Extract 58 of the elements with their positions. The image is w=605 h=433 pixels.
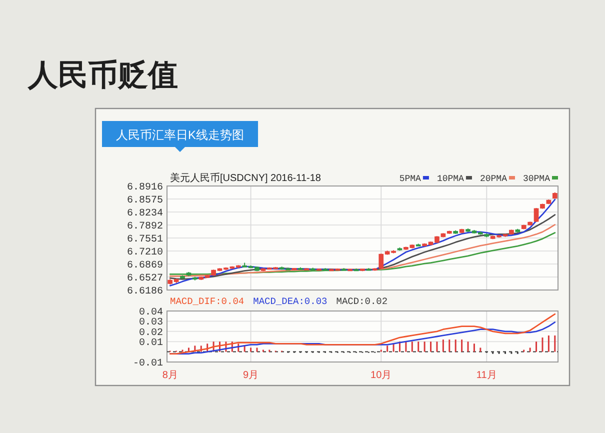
candlestick [360,268,365,272]
candlestick [316,268,322,272]
legend-label: 30PMA [522,174,551,184]
y-tick-label: 6.6527 [126,274,163,285]
y-tick-label: 0.03 [138,318,163,329]
y-tick-label: 0.01 [138,338,163,350]
y-tick-label: 6.7892 [126,222,163,233]
chart-subtitle: 人民币汇率日K线走势图 [116,128,244,142]
text: 美元人民币[USDCNY] 2016-11-18 [170,172,322,184]
candlestick [341,268,346,271]
y-tick-label: 6.8575 [126,195,163,206]
y-tick-label: 6.7551 [126,234,163,246]
candlestick [453,230,458,234]
line-series [169,232,556,275]
candlestick [552,192,558,200]
candlestick [304,268,310,271]
line-series [169,198,556,286]
legend-label: 5PMA [399,174,422,184]
candlestick [180,274,185,280]
candlestick [459,228,464,234]
y-tick-label: 6.8234 [126,208,163,220]
candlestick [192,276,198,281]
x-tick-label: 8月 [162,370,178,381]
y-tick-label: 6.7210 [126,247,163,258]
candlestick [186,271,192,277]
candlestick [546,199,552,205]
candlestick [416,243,421,247]
y-tick-label: 6.6186 [126,286,163,298]
candlestick [372,268,378,272]
chart-title: 人民币贬值 [27,59,178,92]
text: MACD_DEA:0.03 [253,296,328,307]
x-tick-label: 10月 [370,370,392,381]
line-series [169,313,556,355]
candlestick [366,268,372,271]
text: MACD_DIF:0.04 [170,296,244,307]
line-series [169,224,556,277]
candlestick [348,268,353,272]
candlestick [310,267,316,271]
candlestick [515,228,520,233]
line-series [169,214,556,280]
candlestick [298,266,303,271]
candlestick [528,221,532,226]
y-tick-label: 6.8916 [126,182,163,194]
x-tick-label: 9月 [243,370,259,381]
y-tick-label: -0.01 [132,358,163,370]
x-tick-label: 11月 [476,370,497,381]
candlestick [322,268,328,271]
candlestick [292,268,297,271]
y-tick-label: 6.6869 [126,260,163,272]
candlestick [521,224,526,230]
y-tick-label: 0.04 [138,308,163,318]
legend-label: 20PMA [480,174,508,184]
legend-label: 10PMA [436,174,465,184]
y-tick-label: 0.02 [138,328,163,339]
candlestick [446,230,452,234]
candlestick [354,268,359,272]
text: MACD:0.02 [336,296,388,307]
candlestick [397,247,402,252]
